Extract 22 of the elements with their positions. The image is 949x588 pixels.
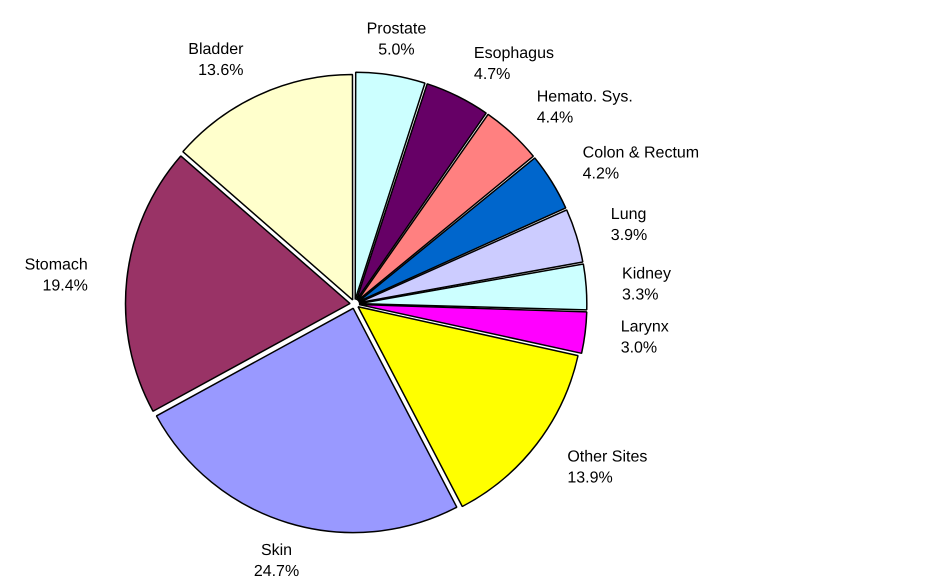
- data-label: 13.6%: [198, 62, 244, 80]
- data-label: 4.7%: [474, 66, 510, 84]
- data-label: 3.3%: [622, 286, 658, 304]
- slice-label: Larynx: [620, 318, 669, 336]
- slice-label: Prostate: [366, 20, 426, 38]
- slice-label: Kidney: [622, 266, 671, 283]
- data-label: 3.0%: [620, 340, 658, 357]
- data-label: 3.9%: [610, 227, 648, 244]
- slice-label: Colon & Rectum: [582, 144, 700, 162]
- slice-label: Other Sites: [567, 448, 648, 466]
- data-label: 4.4%: [536, 110, 574, 127]
- slice-label: Lung: [610, 206, 646, 224]
- data-label: 24.7%: [254, 563, 300, 580]
- slice-label: Bladder: [188, 41, 244, 58]
- data-label: 5.0%: [378, 41, 415, 58]
- slice-label: Esophagus: [474, 45, 554, 62]
- slice-label: Hemato. Sys.: [536, 88, 633, 106]
- slice-label: Skin: [260, 542, 292, 560]
- data-label: 4.2%: [582, 165, 620, 182]
- slice-label: Stomach: [24, 256, 88, 274]
- data-label: 13.9%: [567, 470, 613, 487]
- data-label: 19.4%: [42, 277, 88, 294]
